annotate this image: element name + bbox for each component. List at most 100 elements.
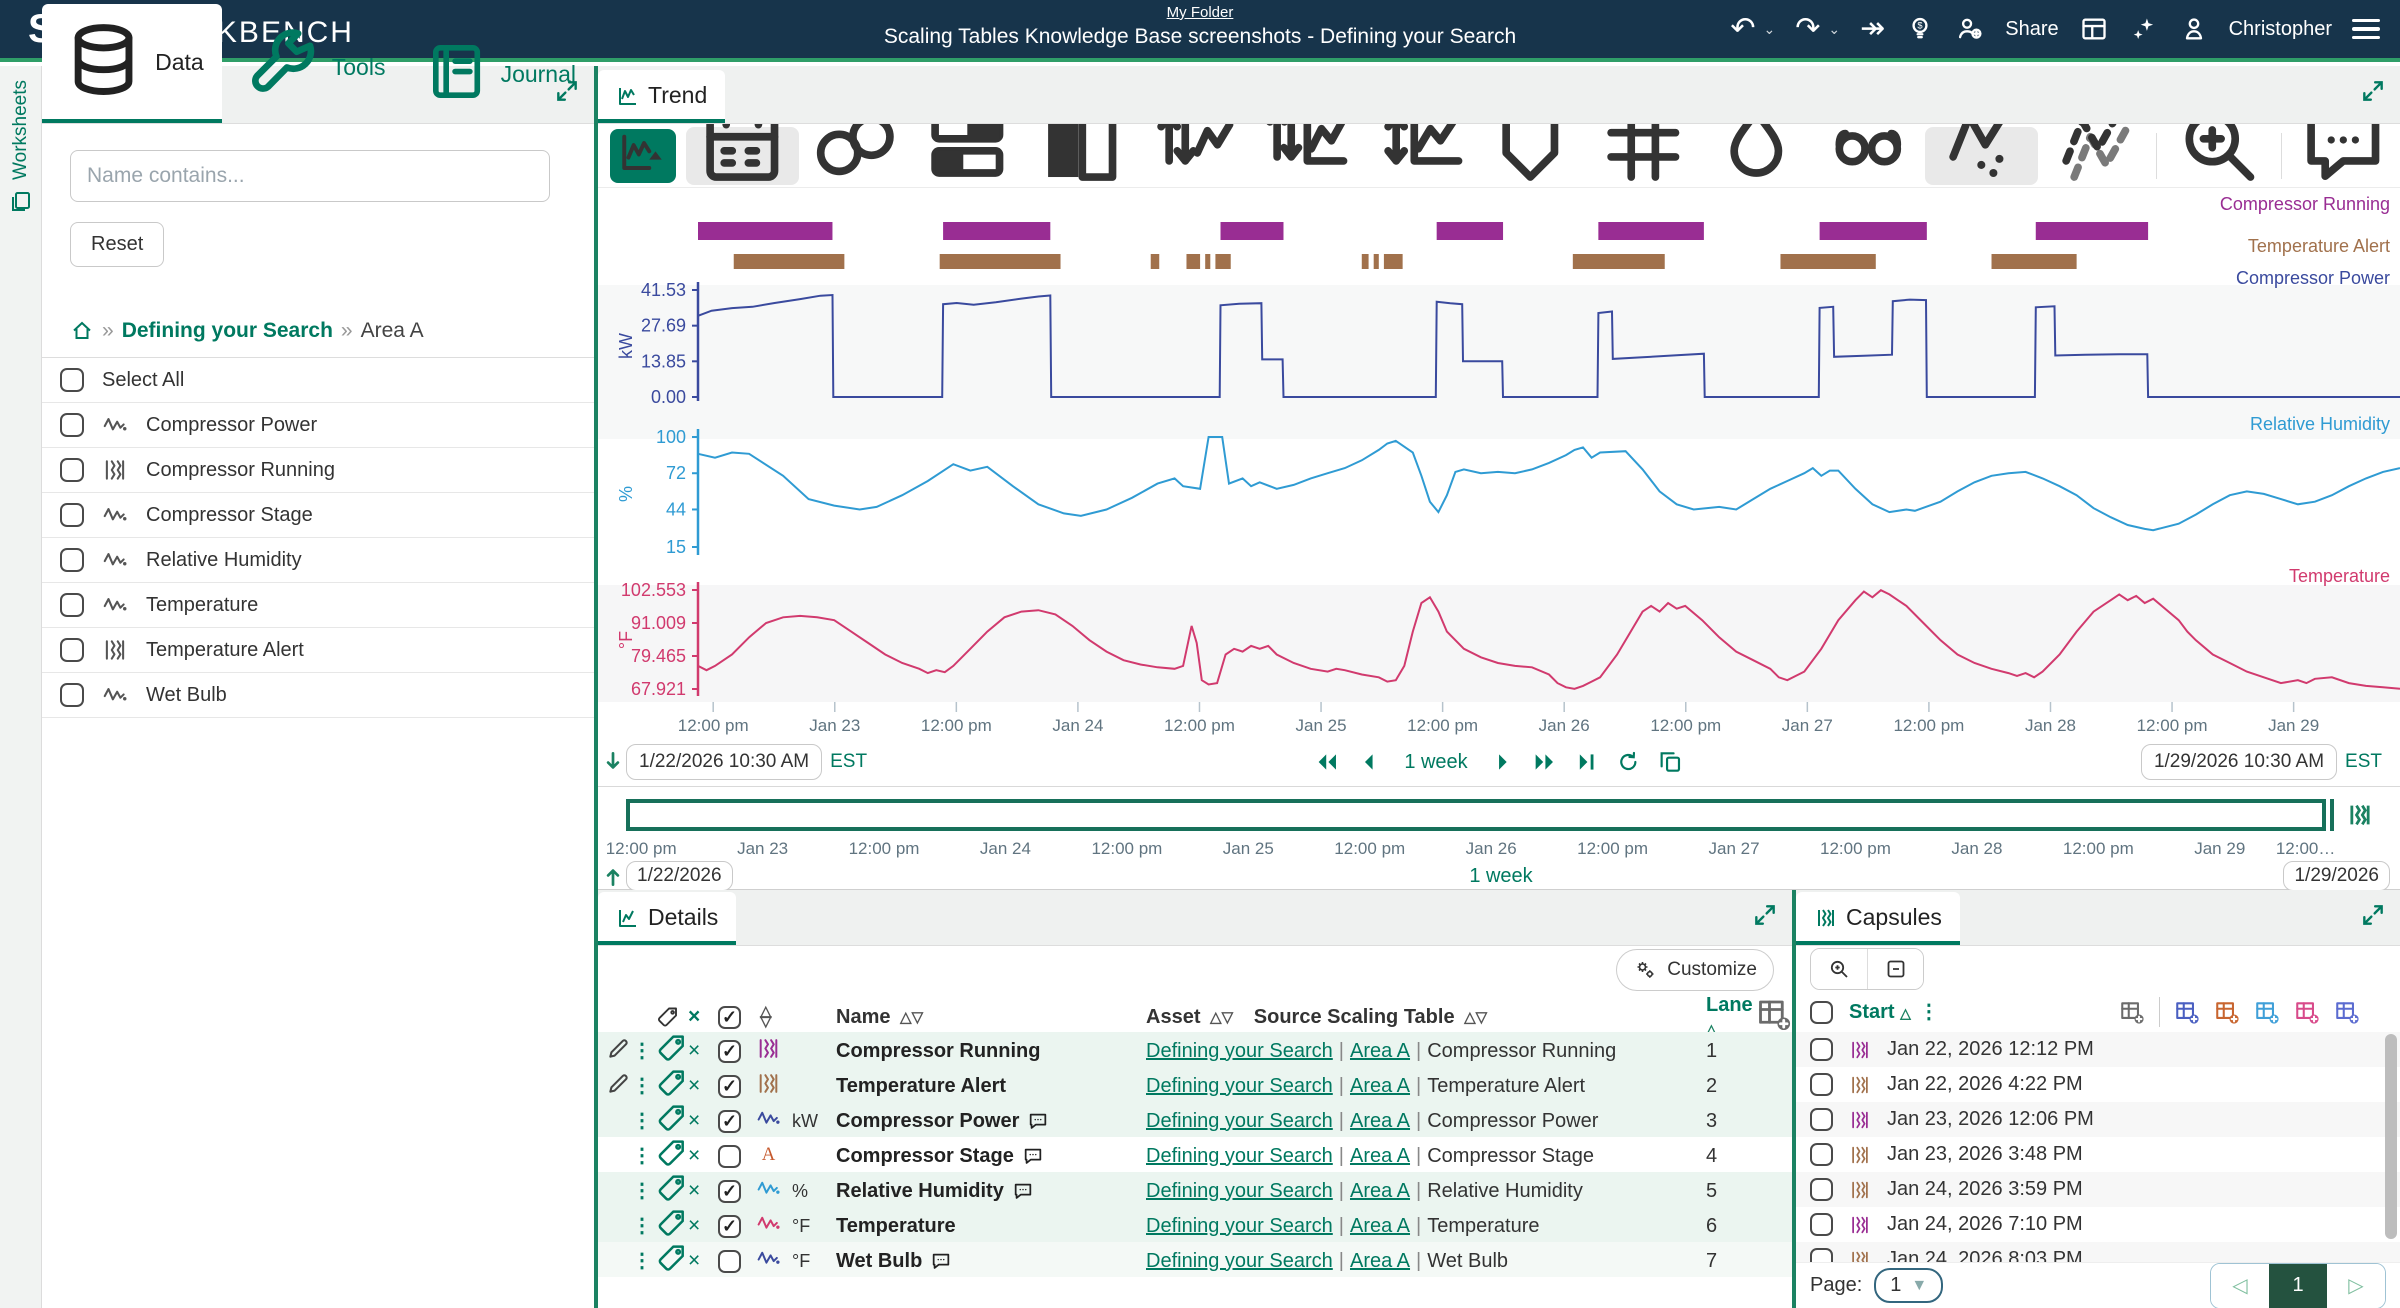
toolbar-labels-button[interactable]: Labels [1474, 108, 1587, 216]
asset-item-compressor-stage[interactable]: Compressor Stage [42, 493, 594, 538]
overview-capsule-icon[interactable] [2346, 801, 2374, 829]
capsule-checkbox[interactable] [1810, 1038, 1833, 1061]
page-next-button[interactable]: ▷ [2327, 1263, 2385, 1308]
details-row-compressor-power[interactable]: ⋮ × ✓ kW Compressor Power Defining your Searc… [598, 1102, 1792, 1137]
row-tag-icon[interactable] [656, 1207, 688, 1245]
capsule-checkbox[interactable] [1810, 1073, 1833, 1096]
details-add-column-button[interactable] [1756, 996, 1792, 1038]
user-profile-icon[interactable] [2179, 14, 2209, 44]
overview-right-handle[interactable] [2330, 799, 2334, 831]
source-asset-link[interactable]: Area A [1349, 1214, 1411, 1237]
row-tag-icon[interactable] [656, 1032, 688, 1070]
toolbar-one-lane-button[interactable]: One Lane [1137, 112, 1250, 216]
asset-item-relative-humidity[interactable]: Relative Humidity [42, 538, 594, 583]
edit-condition-button[interactable] [606, 1070, 632, 1102]
search-input[interactable] [70, 150, 550, 202]
asset-item-wet-bulb[interactable]: Wet Bulb [42, 673, 594, 718]
share-button[interactable]: Share [2005, 17, 2059, 40]
row-tag-icon[interactable] [656, 1102, 688, 1140]
row-menu-icon[interactable]: ⋮ [632, 1144, 652, 1167]
row-remove-icon[interactable]: × [688, 1214, 701, 1237]
details-row-wet-bulb[interactable]: ⋮ × °F Wet Bulb Defining your Search | Area A |… [598, 1242, 1792, 1277]
customize-button[interactable]: Customize [1616, 949, 1774, 991]
details-expand-icon[interactable] [1752, 902, 1778, 928]
item-checkbox[interactable] [60, 593, 84, 617]
capsule-row[interactable]: Jan 24, 2026 8:03 PM [1796, 1242, 2400, 1262]
toolbar-zoom-button[interactable]: Zoom [2162, 111, 2275, 216]
row-remove-icon[interactable]: × [688, 1179, 701, 1202]
toolbar-reset-button[interactable]: Reset [1362, 112, 1475, 216]
asset-item-compressor-power[interactable]: Compressor Power [42, 403, 594, 448]
toolbar-summary-button[interactable]: Summary [1812, 127, 1925, 216]
add-capsule-column-icon[interactable] [2174, 999, 2200, 1025]
row-checkbox[interactable]: ✓ [718, 1109, 741, 1133]
toolbar-gridlines-button[interactable]: Gridlines [1587, 108, 1700, 216]
layout-icon[interactable] [2079, 14, 2109, 44]
start-column-menu-icon[interactable]: ⋮ [1918, 1000, 1939, 1023]
source-asset-link[interactable]: Area A [1349, 1039, 1411, 1062]
sidebar-tab-journal[interactable]: Journal [403, 24, 594, 123]
row-menu-icon[interactable]: ⋮ [632, 1109, 652, 1132]
sidebar-main-divider[interactable] [594, 66, 598, 1308]
item-checkbox[interactable] [60, 548, 84, 572]
row-remove-icon[interactable]: × [688, 1039, 701, 1062]
edit-condition-button[interactable] [606, 1035, 632, 1067]
row-comment-icon[interactable] [1022, 1145, 1044, 1167]
row-menu-icon[interactable]: ⋮ [632, 1214, 652, 1237]
worksheets-label[interactable]: Worksheets [9, 80, 31, 180]
step-to-end-icon[interactable] [1574, 749, 1600, 775]
ai-sparkles-icon[interactable] [2129, 14, 2159, 44]
select-all-checkbox[interactable] [60, 368, 84, 392]
item-checkbox[interactable] [60, 458, 84, 482]
worksheets-strip[interactable]: Worksheets [0, 66, 42, 1308]
overview-end-input[interactable]: 1/29/2026 [2283, 861, 2390, 891]
row-comment-icon[interactable] [930, 1250, 952, 1272]
row-menu-icon[interactable]: ⋮ [632, 1039, 652, 1062]
capsules-collapse-button[interactable] [1867, 949, 1923, 989]
asset-item-temperature[interactable]: Temperature [42, 583, 594, 628]
asset-item-temperature-alert[interactable]: Temperature Alert [42, 628, 594, 673]
details-row-compressor-running[interactable]: ⋮ × ✓ Compressor Running Defining your Searc… [598, 1032, 1792, 1067]
row-checkbox[interactable] [718, 1249, 741, 1273]
details-row-temperature[interactable]: ⋮ × ✓ °F Temperature Defining your Search | Are… [598, 1207, 1792, 1242]
page-select[interactable]: 1 ▼ [1874, 1268, 1944, 1303]
overview-selection[interactable] [626, 799, 2326, 831]
step-back-double-icon[interactable] [1314, 749, 1340, 775]
details-sort-type-icon[interactable]: △ ▽ [760, 1002, 772, 1030]
capsule-row[interactable]: Jan 22, 2026 12:12 PM [1796, 1032, 2400, 1067]
row-comment-icon[interactable] [1027, 1110, 1049, 1132]
value-capture-icon[interactable]: $ [1905, 14, 1935, 44]
forward-icon[interactable]: ↠ [1860, 12, 1886, 45]
duration-label[interactable]: 1 week [1404, 750, 1468, 773]
source-asset-link[interactable]: Area A [1349, 1144, 1411, 1167]
refresh-icon[interactable] [1616, 749, 1642, 775]
add-capsule-column-icon[interactable] [2119, 999, 2145, 1025]
sidebar-tab-data[interactable]: Data [42, 3, 222, 123]
capsules-select-all-checkbox[interactable] [1810, 1000, 1833, 1024]
range-start-input[interactable]: 1/22/2026 10:30 AM [626, 744, 823, 780]
toolbar-color-button[interactable]: Color [1700, 108, 1813, 216]
item-checkbox[interactable] [60, 638, 84, 662]
details-remove-all-icon[interactable]: × [688, 1005, 701, 1028]
tab-trend[interactable]: Trend [598, 70, 726, 123]
trend-chart[interactable]: 41.53 27.69 13.85 0.00 kW 100 72 44 15% 102.553 91… [598, 188, 2400, 738]
toolbar-compare-button[interactable]: Compare [1024, 108, 1137, 216]
row-remove-icon[interactable]: × [688, 1144, 701, 1167]
row-checkbox[interactable]: ✓ [718, 1214, 741, 1238]
toolbar-trend-type-button[interactable] [610, 128, 676, 183]
home-icon[interactable] [70, 319, 94, 343]
range-end-input[interactable]: 1/29/2026 10:30 AM [2140, 744, 2338, 780]
add-user-icon[interactable] [1955, 14, 1985, 44]
select-all-row[interactable]: Select All [42, 358, 594, 403]
source-asset-link[interactable]: Area A [1349, 1109, 1411, 1132]
capsules-expand-icon[interactable] [2360, 902, 2386, 928]
toolbar-calendar-button[interactable]: Calendar [686, 104, 799, 216]
my-folder-link[interactable]: My Folder [1166, 4, 1234, 21]
row-checkbox[interactable] [718, 1144, 741, 1168]
capsule-row[interactable]: Jan 22, 2026 4:22 PM [1796, 1067, 2400, 1102]
range-start-arrow-icon[interactable] [600, 749, 626, 775]
toolbar-certainty-button[interactable]: Certainty [2038, 108, 2151, 216]
source-workbook-link[interactable]: Defining your Search [1146, 1249, 1333, 1272]
details-row-temperature-alert[interactable]: ⋮ × ✓ Temperature Alert Defining your Search… [598, 1067, 1792, 1102]
details-name-header[interactable]: Name △▽ [836, 1005, 924, 1028]
